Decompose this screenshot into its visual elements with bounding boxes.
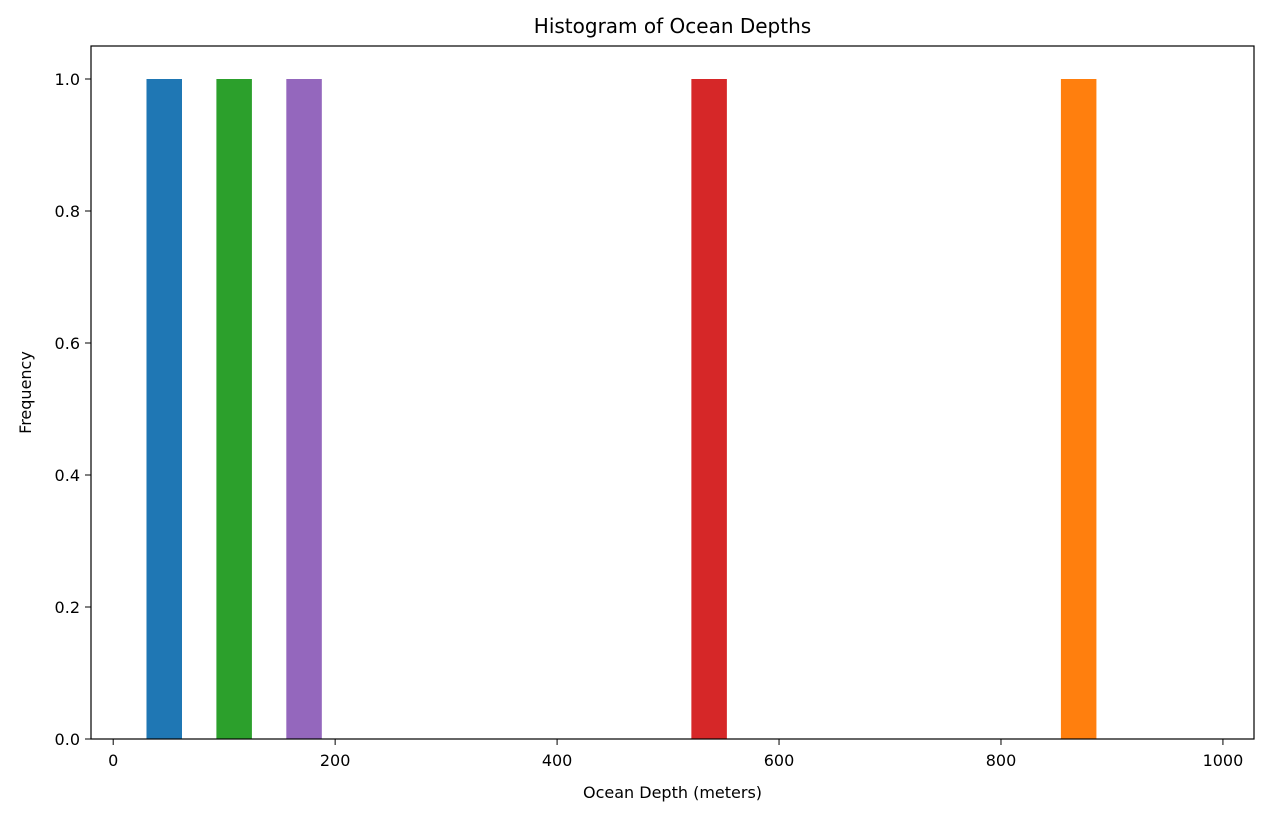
histogram-bar-0	[146, 79, 182, 739]
y-tick-label: 0.8	[55, 202, 80, 221]
y-tick-label: 0.0	[55, 730, 80, 749]
x-tick-label: 600	[764, 751, 795, 770]
x-tick-label: 800	[986, 751, 1017, 770]
x-axis-ticks: 0 200 400 600 800 1000	[108, 739, 1243, 770]
bars-group	[146, 79, 1097, 739]
plot-frame	[90, 45, 1255, 740]
x-tick-label: 200	[320, 751, 351, 770]
y-axis-label: Frequency	[16, 351, 35, 434]
x-tick-label: 0	[108, 751, 118, 770]
y-tick-label: 0.4	[55, 466, 80, 485]
histogram-bar-2	[286, 79, 322, 739]
y-tick-label: 0.6	[55, 334, 80, 353]
histogram-bar-1	[216, 79, 252, 739]
y-tick-label: 0.2	[55, 598, 80, 617]
histogram-bar-4	[1060, 79, 1097, 739]
y-axis-ticks: 0.0 0.2 0.4 0.6 0.8 1.0	[55, 70, 91, 749]
x-tick-label: 1000	[1203, 751, 1244, 770]
x-tick-label: 400	[542, 751, 573, 770]
x-axis-label: Ocean Depth (meters)	[583, 783, 762, 802]
y-tick-label: 1.0	[55, 70, 80, 89]
chart-title: Histogram of Ocean Depths	[534, 14, 811, 38]
histogram-bar-3	[691, 79, 727, 739]
